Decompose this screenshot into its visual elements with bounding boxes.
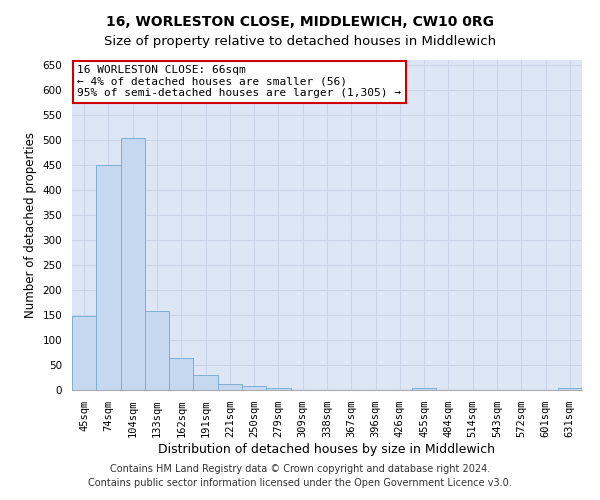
Text: Contains HM Land Registry data © Crown copyright and database right 2024.
Contai: Contains HM Land Registry data © Crown c… [88, 464, 512, 487]
X-axis label: Distribution of detached houses by size in Middlewich: Distribution of detached houses by size … [158, 443, 496, 456]
Bar [145, 311, 169, 390]
Bar [266, 388, 290, 390]
Bar [242, 386, 266, 390]
Bar [193, 375, 218, 390]
Bar [96, 165, 121, 390]
Text: 16, WORLESTON CLOSE, MIDDLEWICH, CW10 0RG: 16, WORLESTON CLOSE, MIDDLEWICH, CW10 0R… [106, 15, 494, 29]
Bar [121, 138, 145, 390]
Bar [558, 388, 582, 390]
Bar [218, 384, 242, 390]
Bar [72, 316, 96, 390]
Y-axis label: Number of detached properties: Number of detached properties [24, 132, 37, 318]
Text: Size of property relative to detached houses in Middlewich: Size of property relative to detached ho… [104, 35, 496, 48]
Bar [169, 358, 193, 390]
Text: 16 WORLESTON CLOSE: 66sqm
← 4% of detached houses are smaller (56)
95% of semi-d: 16 WORLESTON CLOSE: 66sqm ← 4% of detach… [77, 65, 401, 98]
Bar [412, 388, 436, 390]
